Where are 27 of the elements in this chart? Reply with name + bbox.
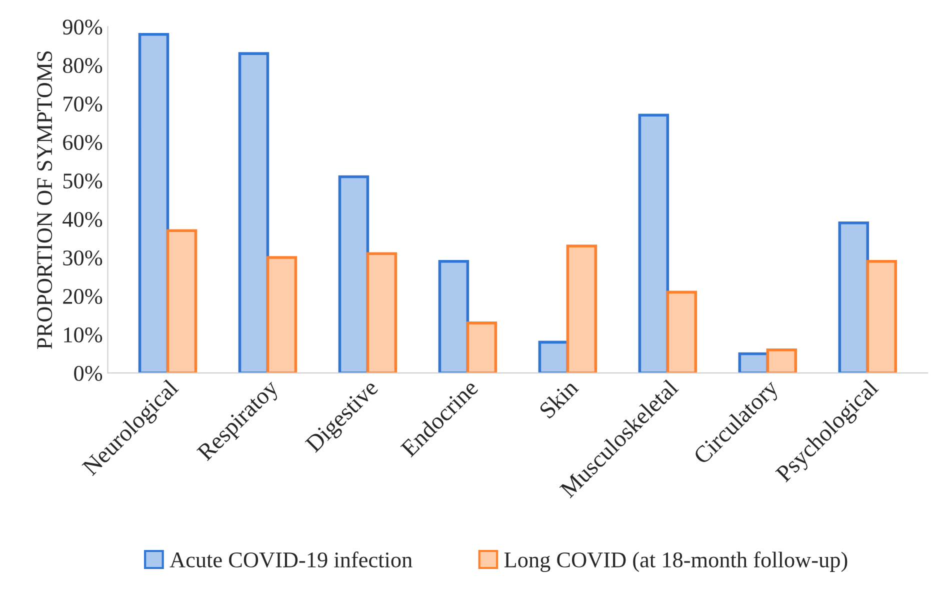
bar [666, 290, 698, 373]
y-tick-label: 10% [64, 327, 102, 342]
y-tick-label: 90% [62, 20, 102, 35]
y-axis-title: PROPORTION OF SYMPTOMS [37, 51, 52, 349]
legend-label: Long COVID (at 18-month follow-up) [504, 552, 848, 572]
y-tick-label: 60% [63, 135, 102, 150]
bar [838, 222, 870, 373]
bar [266, 256, 298, 373]
y-tick-label: 40% [62, 212, 102, 228]
bar [338, 175, 370, 373]
bar [866, 260, 898, 373]
bar [566, 244, 598, 373]
bar [438, 260, 470, 373]
y-tick-label: 30% [63, 250, 102, 266]
y-tick-label: 0% [74, 366, 102, 381]
bar [238, 52, 270, 373]
bar [166, 229, 198, 373]
legend-label: Acute COVID-19 infection [170, 552, 412, 568]
y-tick-label: 20% [63, 288, 102, 304]
bar [466, 322, 498, 373]
y-tick-label: 50% [63, 173, 102, 189]
bar [638, 114, 670, 373]
y-tick-label: 70% [64, 96, 102, 112]
bar [366, 252, 398, 373]
bar [138, 32, 170, 373]
bar [766, 348, 798, 373]
y-tick-label: 80% [63, 58, 102, 74]
